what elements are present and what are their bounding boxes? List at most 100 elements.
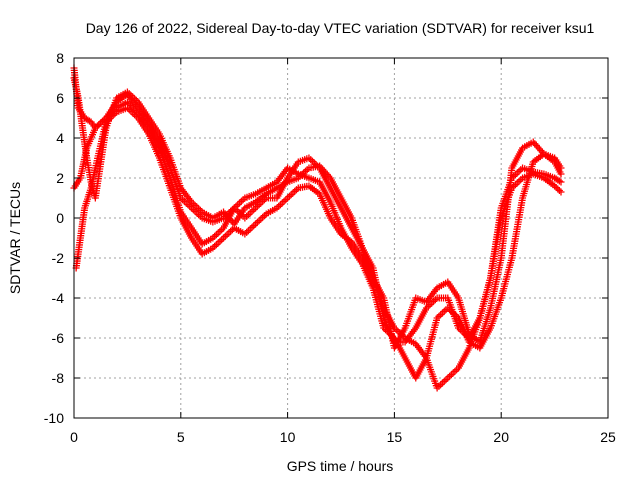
trace-marker [234, 201, 242, 209]
trace-marker [225, 229, 233, 237]
trace-marker [325, 196, 333, 204]
trace-marker [554, 185, 562, 193]
trace-marker [515, 177, 523, 185]
trace-marker [357, 258, 365, 266]
trace-marker [556, 168, 564, 176]
trace-marker [293, 186, 300, 194]
trace-marker [292, 175, 300, 183]
trace-marker [464, 336, 472, 344]
trace-marker [513, 179, 521, 187]
data-point [284, 194, 292, 202]
trace-marker [442, 279, 450, 287]
trace-marker [271, 205, 279, 213]
trace-marker [438, 309, 446, 317]
trace-marker [285, 192, 293, 200]
trace-marker [221, 232, 229, 240]
trace-marker [529, 160, 537, 168]
trace-marker [216, 227, 224, 235]
trace-marker [250, 222, 258, 230]
data-point [444, 374, 452, 382]
trace-marker [437, 311, 445, 319]
trace-marker [132, 112, 140, 120]
trace-marker [451, 367, 459, 375]
trace-marker [165, 152, 173, 160]
trace-marker [497, 216, 505, 224]
trace-marker [447, 371, 455, 379]
trace-marker [154, 152, 162, 160]
trace-marker [280, 197, 288, 205]
trace-marker [91, 166, 99, 174]
trace-marker [336, 192, 344, 200]
trace-marker [260, 185, 268, 193]
trace-marker [143, 128, 151, 136]
y-tick-label: -2 [52, 250, 65, 266]
trace-marker [102, 126, 110, 134]
trace-marker [548, 173, 556, 181]
y-tick-label: -6 [52, 330, 65, 346]
trace-marker [475, 316, 483, 324]
trace-marker [303, 155, 311, 163]
trace-marker [121, 105, 129, 113]
trace-marker [244, 211, 252, 219]
trace-marker [84, 116, 92, 124]
trace-marker [555, 187, 563, 194]
trace-marker [276, 201, 284, 209]
y-tick-label: 2 [56, 170, 64, 186]
x-tick-label: 5 [177, 429, 185, 445]
trace-marker [289, 189, 297, 197]
trace-marker [176, 192, 184, 200]
trace-marker [325, 212, 333, 220]
y-tick-label: 0 [56, 210, 64, 226]
trace-marker [154, 128, 162, 136]
series-ksu1-d [70, 74, 565, 352]
trace-marker [112, 96, 120, 104]
trace-marker [314, 189, 322, 197]
axis-ticks: 0 5 10 15 20 25 -10 -8 -6 -4 -2 0 2 4 6 8 [44, 50, 616, 445]
trace-marker [486, 306, 494, 314]
trace-marker [347, 242, 355, 250]
trace-marker [82, 152, 90, 160]
trace-marker [212, 231, 220, 239]
trace-marker [90, 126, 98, 134]
x-tick-label: 10 [280, 429, 296, 445]
trace-marker [165, 182, 173, 190]
data-point [557, 188, 565, 196]
trace-marker [538, 148, 546, 156]
trace-marker [517, 146, 525, 154]
trace-marker [485, 326, 493, 334]
trace-marker [410, 326, 418, 334]
y-tick-label: 8 [56, 50, 64, 66]
trace-marker [212, 241, 220, 249]
series-ksu1-a [70, 64, 565, 346]
trace-marker [78, 122, 86, 130]
trace-marker [246, 225, 254, 233]
trace-marker [196, 212, 204, 220]
trace-marker [240, 206, 248, 214]
trace-marker [95, 121, 103, 129]
trace-marker [453, 312, 461, 320]
plot-frame [73, 57, 609, 419]
y-tick-label: 6 [56, 90, 64, 106]
trace-marker [438, 379, 446, 387]
trace-marker [253, 218, 261, 226]
trace-marker [464, 328, 472, 336]
trace-marker [287, 191, 295, 199]
trace-marker [214, 229, 222, 237]
trace-marker [248, 223, 256, 231]
trace-marker [257, 215, 265, 223]
trace-marker [237, 197, 245, 205]
trace-marker [379, 322, 387, 330]
trace-marker [176, 212, 184, 220]
trace-marker [281, 179, 289, 187]
trace-marker [400, 326, 408, 334]
trace-marker [207, 245, 215, 253]
x-axis-label: GPS time / hours [287, 458, 394, 474]
y-tick-label: -4 [52, 290, 65, 306]
trace-marker [496, 296, 504, 304]
y-tick-label: -8 [52, 370, 65, 386]
trace-marker [440, 307, 448, 315]
trace-marker [303, 166, 311, 174]
trace-marker [538, 173, 546, 181]
trace-marker [218, 236, 226, 244]
